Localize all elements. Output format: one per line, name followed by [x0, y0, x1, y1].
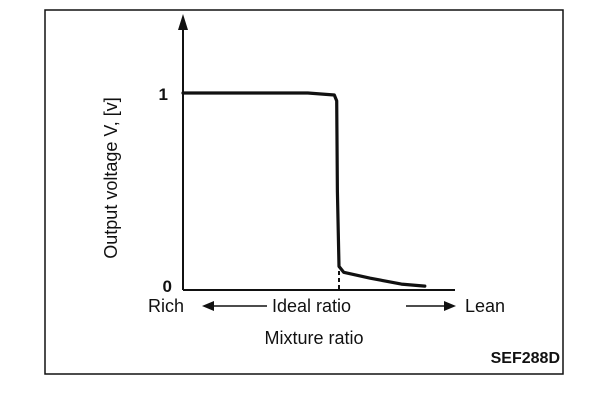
y-axis-label: Output voltage V, [v] [101, 97, 121, 258]
figure-reference-code: SEF288D [491, 350, 560, 367]
x-axis-label: Mixture ratio [264, 328, 363, 348]
series-line-output-voltage [181, 91, 427, 288]
y-tick-label-0: 0 [163, 277, 172, 296]
x-range-label-ideal: Ideal ratio [272, 296, 351, 316]
arrow-to-rich-head [202, 301, 214, 311]
x-range-label-lean: Lean [465, 296, 505, 316]
y-tick-label-1: 1 [159, 85, 168, 104]
x-range-label-rich: Rich [148, 296, 184, 316]
y-axis-arrowhead [178, 14, 188, 30]
figure-frame [44, 9, 564, 375]
arrow-to-lean-head [444, 301, 456, 311]
